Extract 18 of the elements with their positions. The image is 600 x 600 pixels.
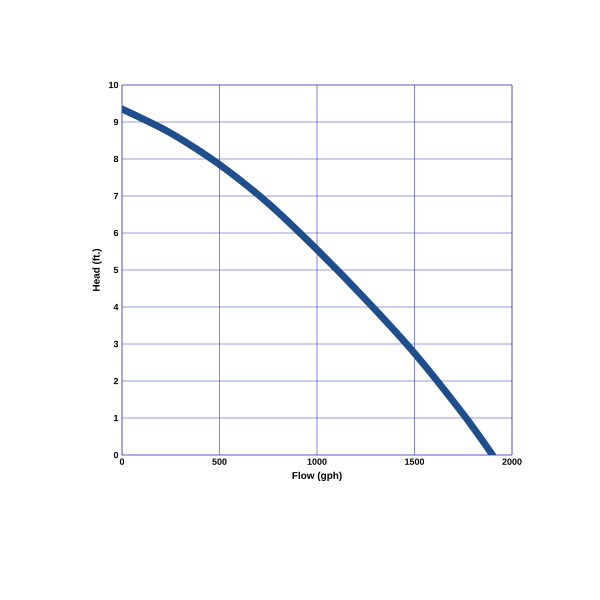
y-tick-label: 4	[114, 304, 118, 310]
y-tick-label: 1	[114, 414, 118, 422]
y-tick-label: 10	[109, 82, 118, 88]
y-tick-label: 8	[114, 156, 118, 162]
y-tick-label: 3	[114, 340, 118, 348]
y-tick-label: 2	[114, 378, 118, 384]
y-tick-label: 0	[114, 452, 118, 458]
y-tick-label: 5	[114, 266, 118, 274]
y-tick-label: 9	[114, 118, 118, 126]
y-tick-label: 6	[114, 230, 118, 236]
y-tick-label: 7	[114, 192, 118, 200]
x-tick-label: 2000	[502, 458, 522, 465]
x-axis-title: Flow (gph)	[292, 472, 342, 482]
y-axis-title: Head (ft.)	[92, 248, 102, 291]
x-tick-label: 1000	[308, 458, 327, 465]
x-tick-label: 500	[212, 458, 227, 465]
x-tick-label: 0	[120, 458, 124, 465]
x-tick-label: 1500	[405, 458, 424, 465]
